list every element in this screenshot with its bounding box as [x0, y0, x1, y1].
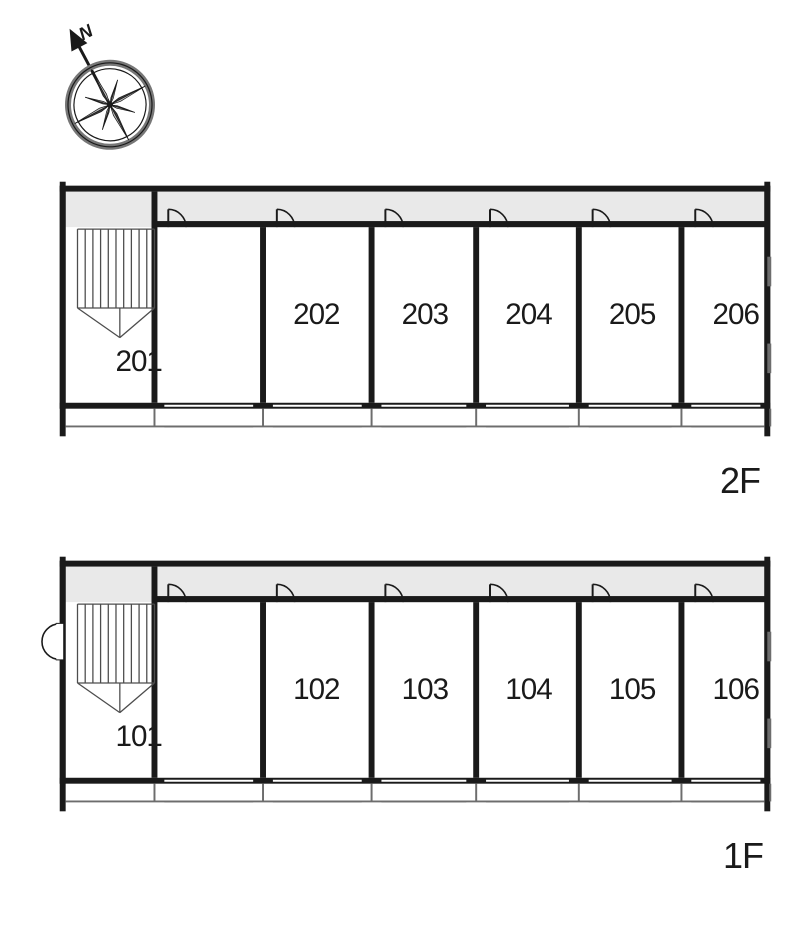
- floorplan-page: N: [0, 0, 800, 940]
- floor-label-2F: 2F: [720, 460, 760, 502]
- unit-label-104: 104: [505, 673, 552, 706]
- unit-label-202: 202: [293, 298, 339, 331]
- unit-label-103: 103: [402, 673, 449, 706]
- compass-rose: N: [40, 18, 180, 158]
- floor-2F-svg: 201 202 203 204 205 206: [40, 180, 790, 440]
- unit-label-101: 101: [115, 720, 162, 753]
- unit-label-204: 204: [505, 298, 552, 331]
- floor-1F: 101 102 103 104 105 106: [40, 555, 760, 815]
- unit-label-105: 105: [609, 673, 656, 706]
- unit-label-206: 206: [713, 298, 760, 331]
- unit-label-205: 205: [609, 298, 656, 331]
- floor-1F-svg: 101 102 103 104 105 106: [40, 555, 790, 815]
- unit-label-106: 106: [713, 673, 760, 706]
- unit-label-102: 102: [293, 673, 339, 706]
- unit-label-201: 201: [115, 345, 162, 378]
- floor-2F: 201 202 203 204 205 206: [40, 180, 760, 440]
- unit-label-203: 203: [402, 298, 449, 331]
- floor-label-1F: 1F: [723, 835, 763, 877]
